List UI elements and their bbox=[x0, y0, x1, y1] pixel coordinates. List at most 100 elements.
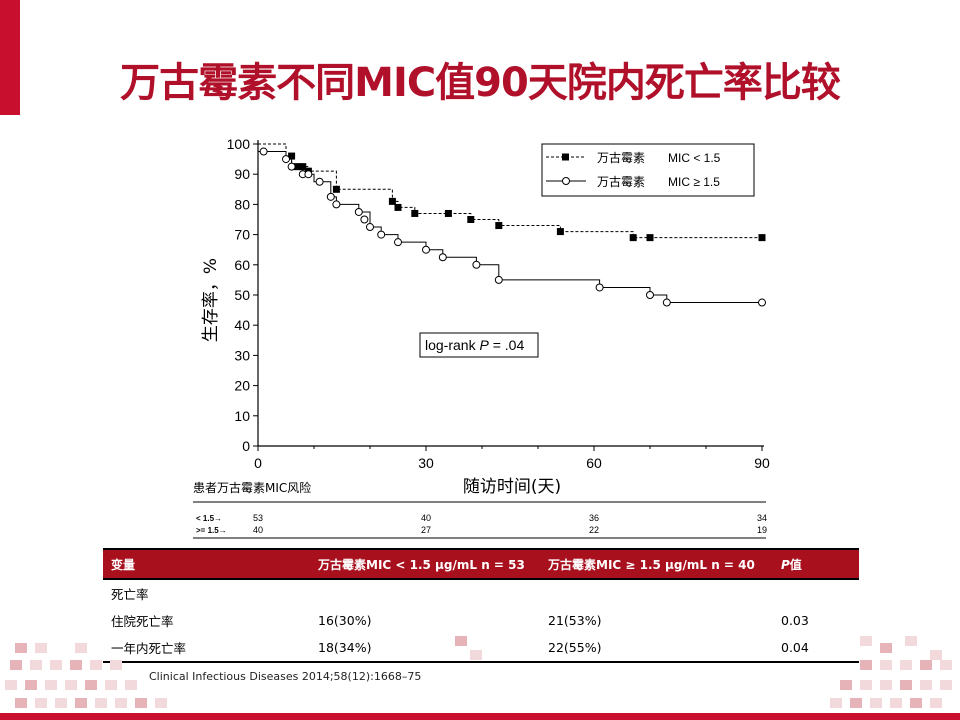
header-p-value: P值 bbox=[781, 557, 802, 572]
x-axis-label: 随访时间(天) bbox=[463, 477, 561, 497]
data-point-square bbox=[444, 209, 452, 217]
risk-count: 27 bbox=[421, 525, 431, 535]
data-point-square bbox=[556, 228, 564, 236]
y-tick-label: 0 bbox=[242, 438, 250, 454]
y-tick-label: 20 bbox=[234, 378, 250, 394]
data-point-circle bbox=[332, 200, 341, 209]
data-point-square bbox=[411, 209, 419, 217]
mosaic-square bbox=[830, 698, 842, 708]
data-point-circle bbox=[646, 291, 654, 299]
mosaic-square bbox=[880, 660, 892, 670]
mosaic-square bbox=[880, 643, 892, 653]
row-label: 一年内死亡率 bbox=[111, 641, 187, 656]
legend-mic-label: MIC ≥ 1.5 bbox=[668, 175, 720, 189]
data-point-circle bbox=[360, 215, 369, 224]
mosaic-square bbox=[50, 660, 62, 670]
annotation-box bbox=[419, 332, 539, 358]
mosaic-square bbox=[110, 660, 122, 670]
table-row: 死亡率 bbox=[103, 580, 859, 607]
y-tick-label: 100 bbox=[227, 136, 251, 152]
mosaic-square bbox=[125, 680, 137, 690]
cell-high: 22(55%) bbox=[548, 640, 602, 655]
survival-chart: 0 10 20 30 40 50 60 70 80 90 100 0 30 60 90 随访时间(天) 生存率，… bbox=[193, 136, 770, 539]
mosaic-square bbox=[15, 698, 27, 708]
citation: Clinical Infectious Diseases 2014;58(12)… bbox=[149, 670, 422, 683]
mosaic-square bbox=[135, 698, 147, 708]
data-point-circle bbox=[282, 155, 290, 164]
mosaic-square bbox=[85, 680, 97, 690]
cell-p: 0.04 bbox=[781, 640, 809, 655]
y-tick-label: 70 bbox=[234, 227, 250, 243]
legend-marker-square bbox=[562, 153, 569, 161]
mosaic-square bbox=[75, 698, 87, 708]
risk-row-label: >= 1.5→ bbox=[196, 526, 227, 535]
mosaic-square bbox=[35, 698, 47, 708]
legend-drug-label: 万古霉素 bbox=[597, 150, 645, 165]
legend-marker-circle bbox=[562, 177, 570, 185]
mosaic-square bbox=[455, 636, 467, 646]
x-tick-label: 0 bbox=[254, 455, 262, 471]
data-point-circle bbox=[472, 260, 481, 269]
mosaic-square bbox=[70, 660, 82, 670]
header-variable: 变量 bbox=[111, 557, 136, 572]
data-point-circle bbox=[494, 275, 503, 284]
data-point-circle bbox=[595, 283, 604, 292]
mosaic-square bbox=[900, 660, 912, 670]
data-point-circle bbox=[326, 192, 335, 201]
x-tick-label: 90 bbox=[754, 455, 770, 471]
mosaic-square bbox=[5, 680, 17, 690]
data-point-circle bbox=[315, 177, 324, 186]
data-point-circle bbox=[662, 298, 671, 307]
risk-count: 40 bbox=[421, 513, 431, 523]
data-point-circle bbox=[422, 245, 430, 254]
risk-count: 19 bbox=[757, 525, 767, 535]
mosaic-square bbox=[880, 680, 892, 690]
mosaic-square bbox=[75, 643, 87, 653]
corner-accent bbox=[0, 0, 20, 115]
y-tick-label: 30 bbox=[234, 347, 250, 363]
risk-count: 34 bbox=[757, 513, 767, 523]
risk-count: 40 bbox=[253, 525, 263, 535]
mosaic-square bbox=[860, 660, 872, 670]
table-row: 一年内死亡率 18(34%) 22(55%) 0.04 bbox=[103, 634, 859, 663]
mosaic-square bbox=[920, 660, 932, 670]
row-label: 死亡率 bbox=[111, 587, 149, 602]
data-point-circle bbox=[354, 207, 363, 216]
header-low-mic: 万古霉素MIC < 1.5 μg/mL n = 53 bbox=[318, 557, 525, 572]
data-point-circle bbox=[438, 253, 447, 262]
mosaic-square bbox=[870, 698, 882, 708]
slide-title: 万古霉素不同MIC值90天院内死亡率比较 bbox=[120, 60, 841, 106]
mosaic-square bbox=[90, 660, 102, 670]
risk-count: 53 bbox=[253, 513, 263, 523]
mosaic-square bbox=[860, 636, 872, 646]
mosaic-square bbox=[930, 650, 942, 660]
data-point-circle bbox=[758, 298, 766, 307]
mosaic-square bbox=[10, 660, 22, 670]
y-tick-label: 60 bbox=[234, 257, 250, 273]
cell-p: 0.03 bbox=[781, 613, 809, 628]
legend-box bbox=[541, 143, 755, 197]
data-point-circle bbox=[377, 230, 386, 239]
mosaic-square bbox=[55, 698, 67, 708]
x-tick-label: 60 bbox=[586, 455, 602, 471]
risk-table-label: 患者万古霉素MIC风险 bbox=[193, 481, 312, 495]
mosaic-square bbox=[95, 698, 107, 708]
mortality-table: 变量 万古霉素MIC < 1.5 μg/mL n = 53 万古霉素MIC ≥ … bbox=[103, 548, 859, 663]
y-tick-label: 10 bbox=[234, 408, 250, 424]
data-point-square bbox=[467, 216, 475, 223]
data-point-square bbox=[332, 185, 340, 193]
data-point-circle bbox=[259, 147, 268, 156]
risk-row-label: < 1.5→ bbox=[196, 514, 222, 523]
mosaic-square bbox=[840, 680, 852, 690]
mosaic-square bbox=[940, 660, 952, 670]
cell-low: 18(34%) bbox=[318, 640, 372, 655]
mosaic-square bbox=[45, 680, 57, 690]
bottom-accent-bar bbox=[0, 713, 960, 720]
risk-count: 36 bbox=[589, 513, 599, 523]
y-tick-label: 80 bbox=[234, 196, 250, 212]
mosaic-square bbox=[30, 660, 42, 670]
logrank-annotation: log-rank P = .04 bbox=[425, 337, 524, 353]
row-label: 住院死亡率 bbox=[111, 614, 174, 629]
data-point-square bbox=[388, 197, 396, 205]
y-tick-label: 50 bbox=[234, 287, 250, 303]
